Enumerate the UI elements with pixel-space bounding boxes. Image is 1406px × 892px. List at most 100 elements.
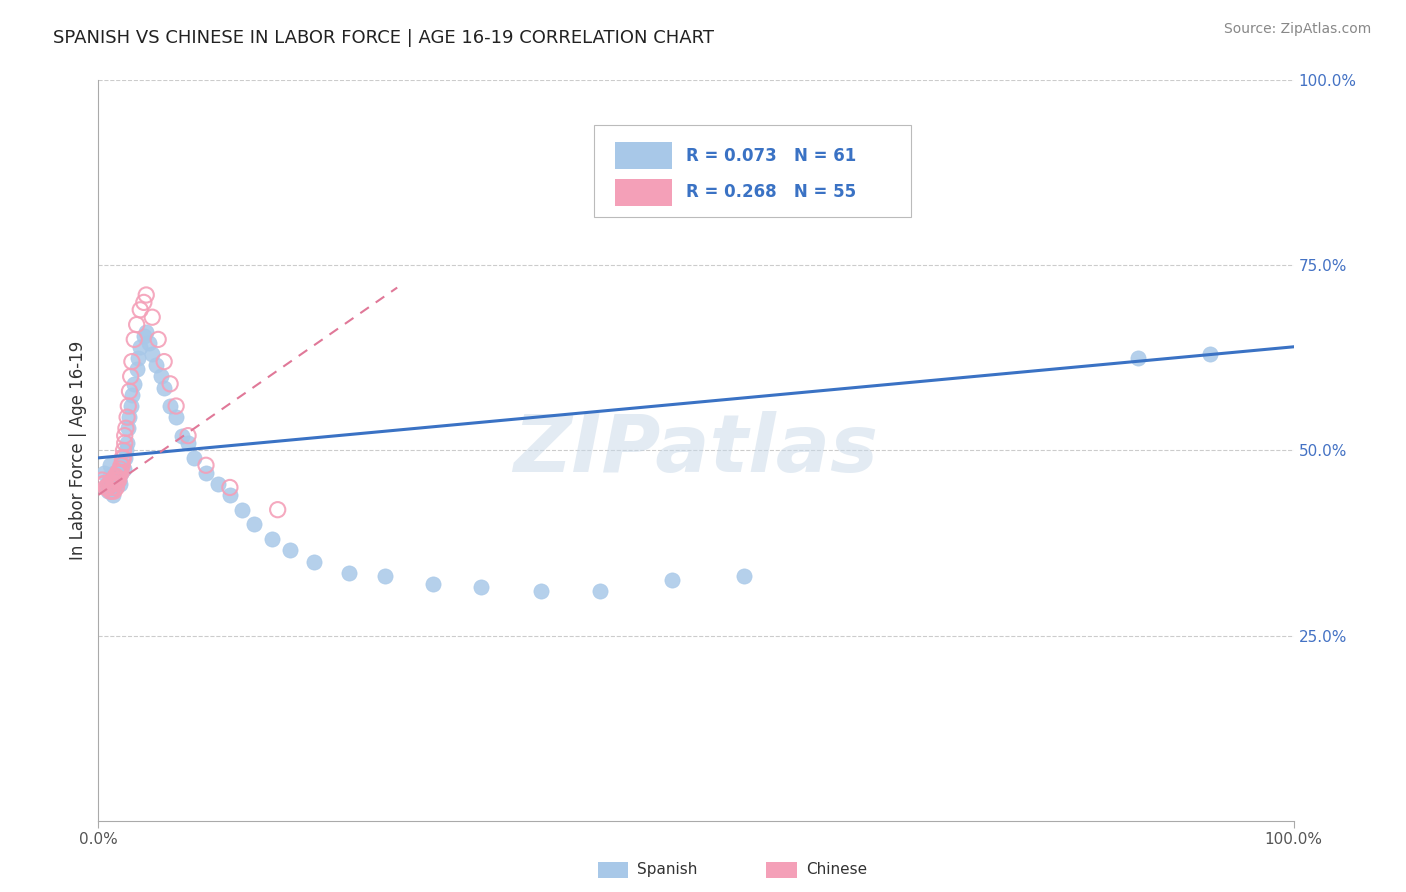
Point xyxy=(219,480,242,494)
Point xyxy=(107,473,129,487)
Text: Chinese: Chinese xyxy=(806,863,866,877)
Point xyxy=(177,428,200,442)
Point xyxy=(105,469,128,483)
Point xyxy=(111,458,134,473)
Point xyxy=(103,484,125,499)
Point xyxy=(107,473,129,487)
Point xyxy=(172,428,194,442)
Point xyxy=(103,473,125,487)
Point xyxy=(339,566,361,580)
Point xyxy=(120,399,142,413)
Point xyxy=(105,469,128,483)
Point xyxy=(103,476,125,491)
Point xyxy=(101,473,124,487)
Point xyxy=(100,476,122,491)
Point xyxy=(105,480,128,494)
Point xyxy=(110,466,132,480)
Point xyxy=(98,458,122,473)
Point xyxy=(104,476,127,491)
Point xyxy=(107,473,129,487)
Point xyxy=(107,466,129,480)
Point xyxy=(107,466,129,480)
Point xyxy=(183,450,205,465)
Point xyxy=(125,362,148,376)
Point xyxy=(231,502,253,516)
Point xyxy=(661,573,683,587)
Point xyxy=(112,443,135,458)
Point xyxy=(159,376,181,391)
Point xyxy=(165,399,187,413)
Point xyxy=(111,458,134,473)
Point xyxy=(103,466,125,480)
Point xyxy=(114,450,136,465)
Point xyxy=(267,502,290,516)
Point xyxy=(138,336,160,351)
Point xyxy=(219,488,242,502)
Point xyxy=(98,484,122,499)
Text: SPANISH VS CHINESE IN LABOR FORCE | AGE 16-19 CORRELATION CHART: SPANISH VS CHINESE IN LABOR FORCE | AGE … xyxy=(53,29,714,47)
Point xyxy=(165,410,187,425)
Point xyxy=(100,473,122,487)
Point xyxy=(111,450,134,465)
Point xyxy=(589,584,612,599)
Point xyxy=(302,555,325,569)
Point xyxy=(101,480,124,494)
Point xyxy=(101,488,124,502)
Point xyxy=(195,466,218,480)
Point xyxy=(1128,351,1150,365)
Point xyxy=(121,388,143,402)
Point xyxy=(108,462,131,476)
Point xyxy=(105,473,128,487)
Point xyxy=(93,476,115,491)
Text: ZIPatlas: ZIPatlas xyxy=(513,411,879,490)
FancyBboxPatch shape xyxy=(614,179,672,205)
Point xyxy=(108,476,131,491)
Point xyxy=(153,354,176,368)
Point xyxy=(115,410,138,425)
Point xyxy=(115,436,138,450)
Point xyxy=(129,302,152,317)
Point xyxy=(278,543,301,558)
Point xyxy=(733,569,755,583)
Point xyxy=(115,421,138,435)
Point xyxy=(93,466,115,480)
Point xyxy=(135,325,157,339)
Point xyxy=(422,576,444,591)
Point xyxy=(107,466,129,480)
Point xyxy=(207,476,229,491)
Point xyxy=(98,476,121,491)
Point xyxy=(96,480,118,494)
Point xyxy=(105,476,128,491)
Point xyxy=(118,410,141,425)
Y-axis label: In Labor Force | Age 16-19: In Labor Force | Age 16-19 xyxy=(69,341,87,560)
Point xyxy=(112,462,135,476)
Point xyxy=(110,466,132,480)
Point xyxy=(195,458,218,473)
Point xyxy=(530,584,553,599)
Point xyxy=(121,354,143,368)
Point xyxy=(148,332,170,346)
Point xyxy=(159,399,181,413)
Point xyxy=(94,480,117,494)
Point xyxy=(149,369,172,384)
Point xyxy=(107,473,129,487)
Point xyxy=(98,480,121,494)
Point xyxy=(243,517,266,532)
Point xyxy=(124,376,146,391)
Point xyxy=(112,450,135,465)
Point xyxy=(96,476,118,491)
Text: Source: ZipAtlas.com: Source: ZipAtlas.com xyxy=(1223,22,1371,37)
Point xyxy=(98,469,122,483)
Point xyxy=(135,288,157,302)
Point xyxy=(91,473,114,487)
Point xyxy=(97,480,120,494)
Point xyxy=(114,436,136,450)
Point xyxy=(141,310,163,325)
Point xyxy=(120,369,142,384)
Point xyxy=(145,359,167,373)
Point xyxy=(114,428,136,442)
Point xyxy=(104,469,127,483)
Point xyxy=(1199,347,1222,361)
Point xyxy=(141,347,163,361)
Point xyxy=(124,332,146,346)
